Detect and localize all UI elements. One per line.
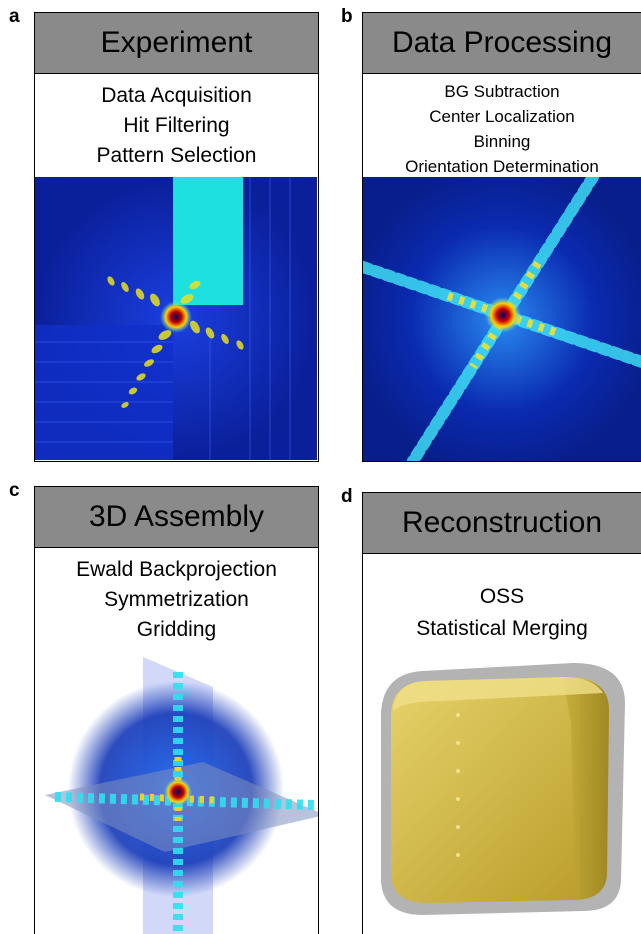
steps-data-processing: BG Subtraction Center Localization Binni… <box>363 79 641 179</box>
panel-3d-assembly: 3D Assembly Ewald Backprojection Symmetr… <box>34 486 319 934</box>
step-item: Symmetrization <box>104 588 249 611</box>
step-item: Gridding <box>136 618 217 641</box>
panel-title-experiment: Experiment <box>35 13 318 74</box>
step-item: Orientation Determination <box>405 157 599 176</box>
step-item: Hit Filtering <box>123 114 230 137</box>
reconstructed-cube-image <box>381 663 625 915</box>
3d-reciprocal-space-image <box>45 657 318 934</box>
panel-letter-c: c <box>9 480 20 501</box>
diffraction-pattern-processed-image <box>363 177 641 461</box>
panel-experiment: Experiment Data Acquisition Hit Filterin… <box>34 12 319 462</box>
step-item: Data Acquisition <box>101 84 252 107</box>
step-item: Statistical Merging <box>416 617 588 640</box>
step-item: Ewald Backprojection <box>76 558 277 581</box>
panel-data-processing: Data Processing BG Subtraction Center Lo… <box>362 12 641 462</box>
panel-title-3d-assembly: 3D Assembly <box>35 487 318 548</box>
panel-letter-b: b <box>341 6 353 27</box>
steps-reconstruction: OSS Statistical Merging <box>363 581 641 645</box>
panel-letter-d: d <box>341 486 353 507</box>
steps-experiment: Data Acquisition Hit Filtering Pattern S… <box>35 81 318 171</box>
step-item: OSS <box>479 585 525 608</box>
step-item: Center Localization <box>429 107 575 126</box>
panel-reconstruction: Reconstruction OSS Statistical Merging <box>362 492 641 934</box>
steps-3d-assembly: Ewald Backprojection Symmetrization Grid… <box>35 555 318 645</box>
step-item: BG Subtraction <box>444 82 560 101</box>
panel-title-reconstruction: Reconstruction <box>363 493 641 554</box>
step-item: Pattern Selection <box>96 144 257 167</box>
step-item: Binning <box>473 132 531 151</box>
diffraction-pattern-raw-image <box>35 177 317 460</box>
panel-title-data-processing: Data Processing <box>363 13 641 74</box>
panel-letter-a: a <box>9 6 20 27</box>
